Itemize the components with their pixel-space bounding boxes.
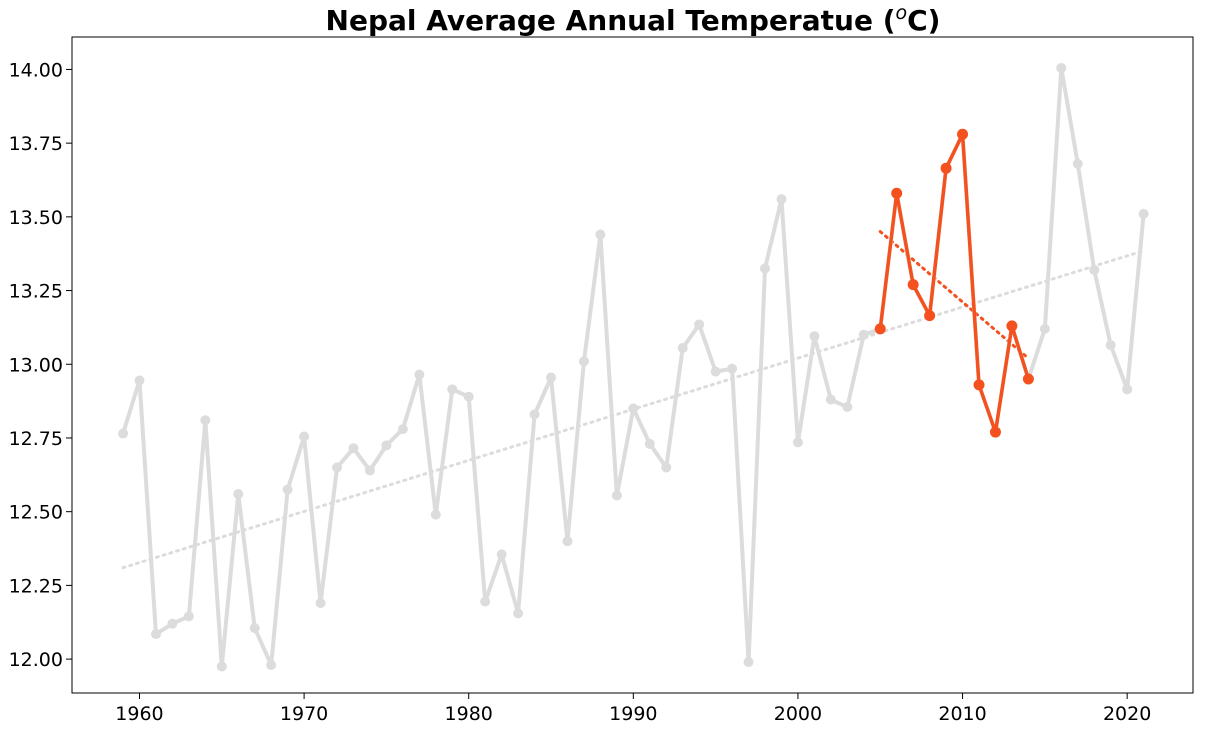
data-point <box>562 536 573 547</box>
data-point <box>348 443 359 454</box>
data-point <box>381 440 392 451</box>
data-point <box>282 484 293 495</box>
y-tick-label: 14.00 <box>9 59 63 81</box>
x-tick-label: 1980 <box>445 703 493 725</box>
data-point <box>628 403 639 414</box>
data-point <box>266 659 277 670</box>
data-point <box>397 424 408 435</box>
plot-frame <box>71 36 1194 694</box>
data-point <box>183 611 194 622</box>
data-point <box>200 415 211 426</box>
data-point <box>644 438 655 449</box>
y-tick-label: 13.75 <box>9 133 63 155</box>
data-point <box>611 490 622 501</box>
data-point <box>595 229 606 240</box>
data-point <box>315 598 326 609</box>
data-point <box>299 431 310 442</box>
data-point <box>1138 208 1149 219</box>
series-line-highlight <box>878 132 1031 434</box>
data-point <box>216 661 227 672</box>
data-point <box>496 549 507 560</box>
series-layer <box>118 62 1149 672</box>
x-tick-label: 1970 <box>280 703 328 725</box>
data-point <box>792 437 803 448</box>
trendlines <box>121 230 1146 570</box>
data-point <box>414 369 425 380</box>
data-point <box>480 596 491 607</box>
data-point <box>677 343 688 354</box>
data-point <box>661 462 672 473</box>
data-point <box>332 462 343 473</box>
data-point <box>694 319 705 330</box>
chart-title-main: Nepal Average Annual Temperatue ( <box>326 4 896 37</box>
data-point <box>727 363 738 374</box>
x-tick-label: 1960 <box>115 703 163 725</box>
data-point <box>150 629 161 640</box>
highlight-data-point <box>973 379 985 391</box>
y-tick-label: 12.25 <box>9 575 63 597</box>
data-point <box>1056 62 1067 73</box>
data-point <box>760 263 771 274</box>
data-point <box>776 194 787 205</box>
highlight-data-point <box>907 279 919 291</box>
data-point <box>842 402 853 413</box>
y-tick-label: 12.00 <box>9 649 63 671</box>
data-point <box>430 509 441 520</box>
chart-title: Nepal Average Annual Temperatue (oC) <box>326 2 941 37</box>
data-point <box>447 384 458 395</box>
data-point <box>546 372 557 383</box>
highlight-data-point <box>957 128 969 140</box>
data-point <box>1072 158 1083 169</box>
data-point <box>1039 323 1050 334</box>
data-point <box>825 394 836 405</box>
trendline-highlight <box>878 230 1030 360</box>
x-tick-label: 2000 <box>774 703 822 725</box>
y-tick-label: 13.00 <box>9 354 63 376</box>
data-point <box>743 657 754 668</box>
highlight-data-point <box>891 187 903 199</box>
y-tick-label: 13.25 <box>9 281 63 303</box>
data-point <box>1089 264 1100 275</box>
data-point <box>858 329 869 340</box>
data-point <box>249 623 260 634</box>
data-point <box>364 465 375 476</box>
chart-title-superscript: o <box>895 2 907 24</box>
data-point <box>233 488 244 499</box>
data-point <box>118 428 129 439</box>
x-tick-label: 2020 <box>1103 703 1151 725</box>
y-axis: 12.00 12.25 12.50 12.75 13.00 13.25 13.50 13.75… <box>9 59 72 671</box>
highlight-data-point <box>989 426 1001 438</box>
data-point <box>463 391 474 402</box>
highlight-data-point <box>1022 373 1034 385</box>
data-point <box>809 331 820 342</box>
chart-title-suffix: C) <box>907 4 940 37</box>
data-point <box>167 618 178 629</box>
series-line-all-years <box>121 65 1146 669</box>
y-tick-label: 13.50 <box>9 207 63 229</box>
highlight-data-point <box>874 323 886 335</box>
highlight-data-point <box>924 310 936 322</box>
highlight-data-point <box>1006 320 1018 332</box>
x-tick-label: 1990 <box>609 703 657 725</box>
y-tick-label: 12.50 <box>9 502 63 524</box>
data-point <box>1105 340 1116 351</box>
data-point <box>578 356 589 367</box>
x-tick-label: 2010 <box>938 703 986 725</box>
data-point <box>1122 384 1133 395</box>
data-point <box>710 366 721 377</box>
highlight-data-point <box>940 162 952 174</box>
data-point <box>529 409 540 420</box>
y-tick-label: 12.75 <box>9 428 63 450</box>
x-axis: 1960 1970 1980 1990 2000 2010 2020 <box>115 693 1151 725</box>
data-point <box>134 375 145 386</box>
data-point <box>513 608 524 619</box>
